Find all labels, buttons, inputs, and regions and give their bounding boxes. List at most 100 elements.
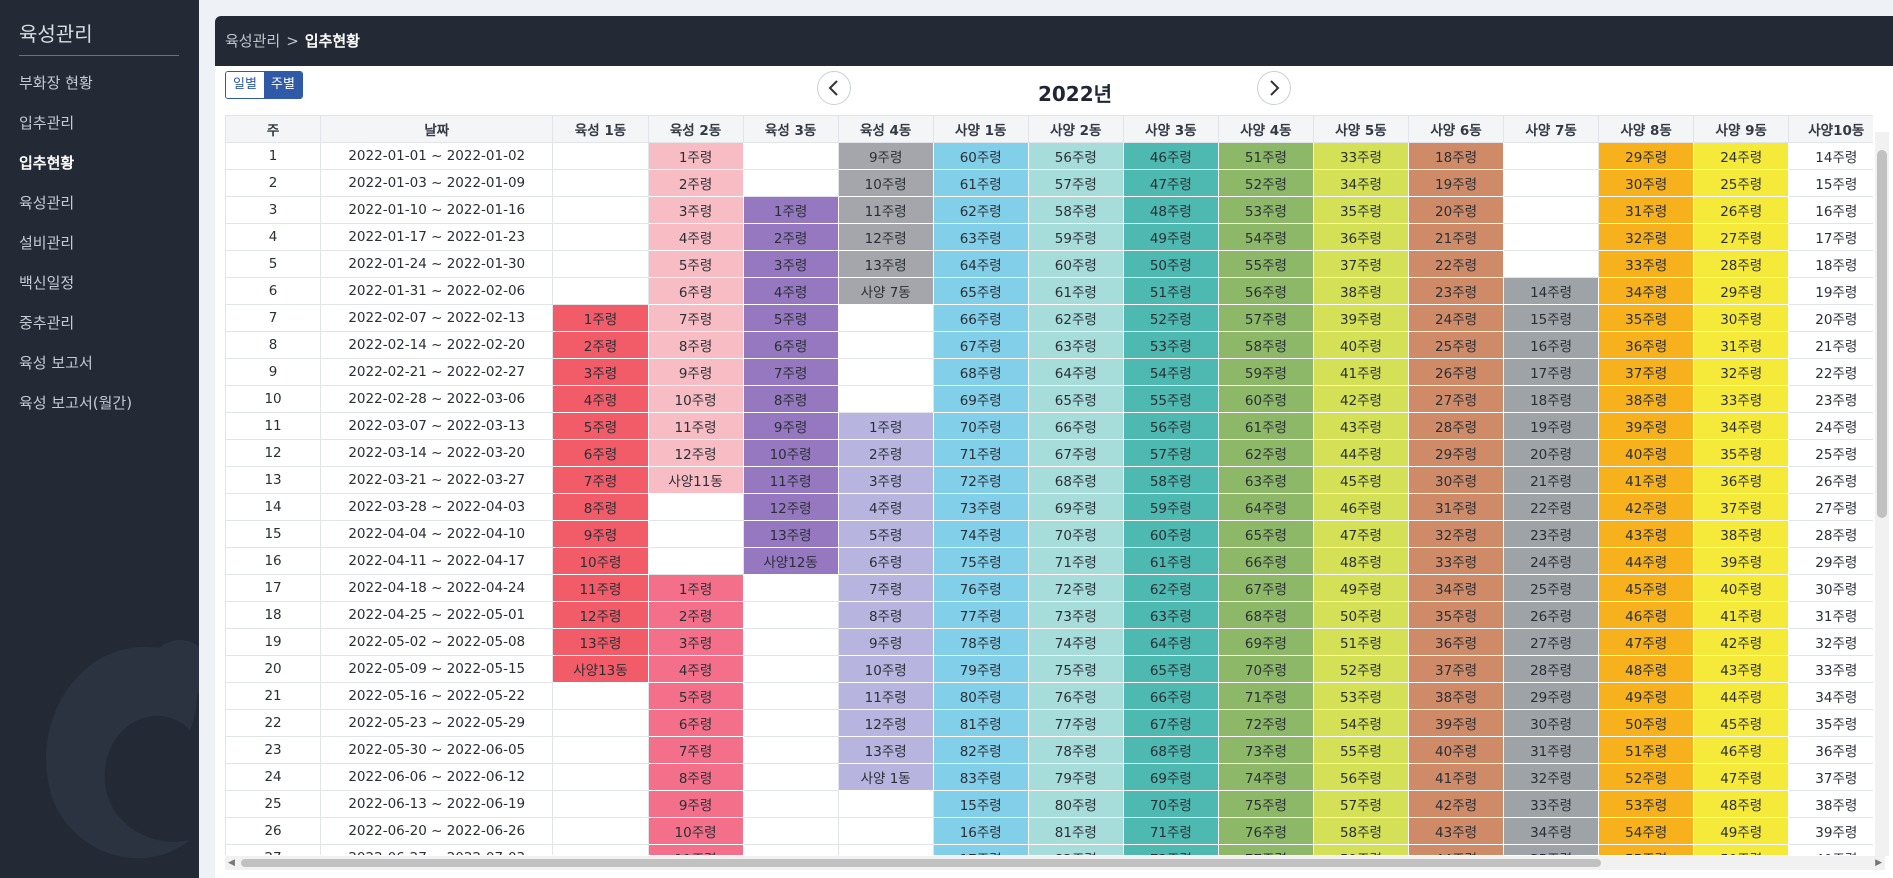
sidebar-item-6[interactable]: 백신일정 (19, 274, 75, 292)
breadcrumb-item-parent[interactable]: 육성관리 (225, 32, 281, 50)
column-header: 사양 8동 (1598, 115, 1695, 143)
age-cell: 48주령 (1312, 547, 1410, 575)
age-cell: 42주령 (1407, 790, 1505, 818)
age-cell: 52주령 (1312, 655, 1410, 683)
week-number-cell: 26 (225, 817, 322, 845)
age-cell: 3주령 (837, 466, 934, 494)
age-cell: 1주령 (552, 304, 649, 332)
age-cell: 4주령 (552, 385, 649, 413)
age-cell: 47주령 (1122, 169, 1219, 197)
age-cell: 55주령 (1598, 844, 1695, 855)
age-cell: 71주령 (932, 439, 1029, 467)
age-cell: 38주령 (1407, 682, 1505, 710)
sidebar-item-1[interactable]: 부화장 현황 (19, 74, 93, 92)
age-cell: 55주령 (1122, 385, 1219, 413)
date-range-cell: 2022-04-11 ~ 2022-04-17 (320, 547, 554, 575)
prev-year-button[interactable] (817, 71, 851, 105)
age-cell: 70주령 (1122, 790, 1219, 818)
sidebar-item-7[interactable]: 중추관리 (19, 314, 75, 332)
age-cell (552, 817, 649, 845)
age-cell: 4주령 (647, 223, 744, 251)
age-cell: 25주령 (1788, 439, 1873, 467)
age-cell: 57주령 (1217, 304, 1314, 332)
age-cell: 29주령 (1788, 547, 1873, 575)
age-cell: 75주령 (1027, 655, 1124, 683)
age-cell (552, 223, 649, 251)
age-cell: 36주령 (1693, 466, 1790, 494)
age-cell: 33주령 (1788, 655, 1873, 683)
age-cell (742, 790, 839, 818)
age-cell: 65주령 (1027, 385, 1124, 413)
age-cell: 17주령 (1788, 223, 1873, 251)
vertical-scrollbar[interactable] (1875, 132, 1889, 856)
scroll-right-icon[interactable]: ▶ (1875, 858, 1882, 868)
age-cell: 39주령 (1693, 547, 1790, 575)
sidebar-item-2[interactable]: 입추관리 (19, 114, 75, 132)
date-range-cell: 2022-06-06 ~ 2022-06-12 (320, 763, 554, 791)
table-row: 22 2022-05-23 ~ 2022-05-29 6주령 12주령 81주령 77주령… (225, 709, 1873, 737)
sidebar-item-4[interactable]: 육성관리 (19, 194, 75, 212)
column-header: 사양 7동 (1503, 115, 1600, 143)
age-cell: 35주령 (1788, 709, 1873, 737)
table-row: 10 2022-02-28 ~ 2022-03-06 4주령 10주령 8주령 69주령 6… (225, 385, 1873, 413)
age-cell: 10주령 (647, 385, 744, 413)
date-range-cell: 2022-01-24 ~ 2022-01-30 (320, 250, 554, 278)
sidebar-item-9[interactable]: 육성 보고서(월간) (19, 394, 133, 412)
age-cell: 29주령 (1598, 142, 1695, 170)
table-row: 9 2022-02-21 ~ 2022-02-27 3주령 9주령 7주령 68주령 64주… (225, 358, 1873, 386)
age-cell: 31주령 (1598, 196, 1695, 224)
week-number-cell: 4 (225, 223, 322, 251)
sidebar-item-3[interactable]: 입추현황 (19, 154, 75, 172)
column-header: 사양 4동 (1217, 115, 1314, 143)
age-cell: 38주령 (1693, 520, 1790, 548)
age-cell: 6주령 (742, 331, 839, 359)
age-cell: 30주령 (1598, 169, 1695, 197)
column-header: 사양10동 (1788, 115, 1873, 143)
week-number-cell: 21 (225, 682, 322, 710)
age-cell: 64주령 (1122, 628, 1219, 656)
age-cell (1503, 142, 1600, 170)
age-cell: 46주령 (1122, 142, 1219, 170)
horizontal-scrollbar[interactable]: ◀ ▶ (225, 856, 1885, 870)
age-cell (1503, 169, 1600, 197)
age-cell: 9주령 (647, 358, 744, 386)
toggle-day-button[interactable]: 일별 (226, 72, 264, 98)
age-cell: 13주령 (837, 736, 934, 764)
scroll-left-icon[interactable]: ◀ (228, 858, 235, 868)
age-cell: 22주령 (1407, 250, 1505, 278)
age-cell: 72주령 (932, 466, 1029, 494)
age-cell: 24주령 (1693, 142, 1790, 170)
toggle-week-button[interactable]: 주별 (264, 72, 302, 98)
age-cell (742, 763, 839, 791)
age-cell: 3주령 (647, 628, 744, 656)
age-cell: 13주령 (742, 520, 839, 548)
age-cell: 60주령 (1122, 520, 1219, 548)
vertical-scroll-thumb[interactable] (1877, 150, 1887, 518)
age-cell: 41주령 (1407, 763, 1505, 791)
next-year-button[interactable] (1257, 71, 1291, 105)
age-cell (1503, 250, 1600, 278)
age-cell: 58주령 (1217, 331, 1314, 359)
age-cell: 72주령 (1217, 709, 1314, 737)
age-cell: 32주령 (1598, 223, 1695, 251)
age-cell (837, 844, 934, 855)
age-cell: 17주령 (932, 844, 1029, 855)
age-cell: 10주령 (837, 655, 934, 683)
table-row: 5 2022-01-24 ~ 2022-01-30 5주령 3주령 13주령 64주령 60… (225, 250, 1873, 278)
horizontal-scroll-thumb[interactable] (241, 859, 1601, 867)
age-cell: 16주령 (1503, 331, 1600, 359)
date-range-cell: 2022-06-13 ~ 2022-06-19 (320, 790, 554, 818)
age-cell: 15주령 (932, 790, 1029, 818)
age-cell: 30주령 (1693, 304, 1790, 332)
week-number-cell: 11 (225, 412, 322, 440)
age-cell: 18주령 (1503, 385, 1600, 413)
age-cell: 34주령 (1598, 277, 1695, 305)
age-cell (742, 709, 839, 737)
sidebar-item-5[interactable]: 설비관리 (19, 234, 75, 252)
age-cell: 75주령 (932, 547, 1029, 575)
age-cell: 58주령 (1122, 466, 1219, 494)
age-cell: 30주령 (1503, 709, 1600, 737)
age-cell: 33주령 (1312, 142, 1410, 170)
sidebar-item-8[interactable]: 육성 보고서 (19, 354, 93, 372)
table-row: 26 2022-06-20 ~ 2022-06-26 10주령 16주령 81주령 71주… (225, 817, 1873, 845)
